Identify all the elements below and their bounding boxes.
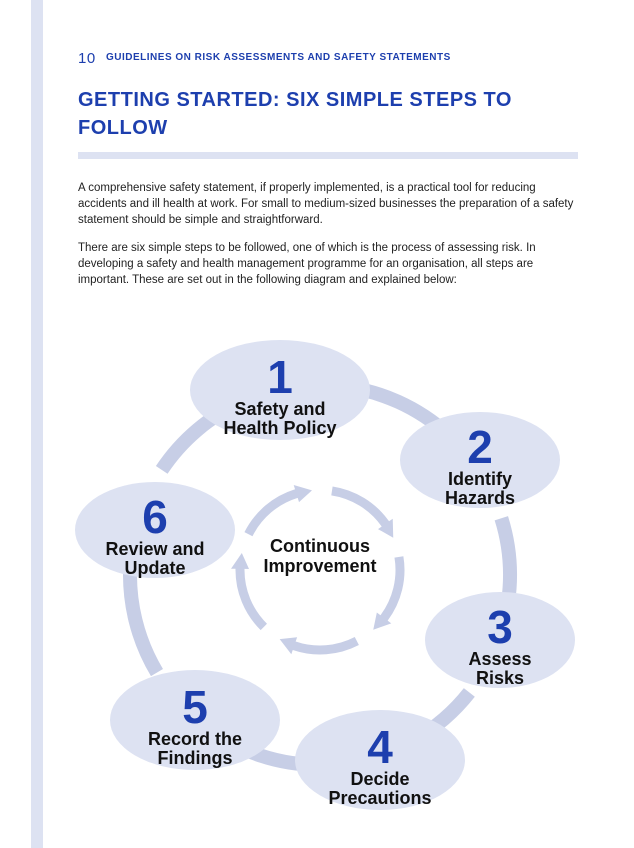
step-node-4: 4Decide Precautions <box>290 724 470 808</box>
cycle-arrow <box>244 485 312 536</box>
six-steps-cycle-diagram: 1Safety and Health Policy2Identify Hazar… <box>60 320 580 840</box>
page-title: GETTING STARTED: SIX SIMPLE STEPS TO FOL… <box>78 86 578 142</box>
center-label: Continuous Improvement <box>220 537 420 577</box>
step-ellipse-1 <box>190 340 370 440</box>
step-ellipse-6 <box>75 482 235 578</box>
step-number: 5 <box>105 684 285 730</box>
step-node-2: 2Identify Hazards <box>390 424 570 508</box>
cycle-arrow <box>373 556 404 630</box>
step-node-6: 6Review and Update <box>65 494 245 578</box>
step-ellipse-3 <box>425 592 575 688</box>
step-node-1: 1Safety and Health Policy <box>190 354 370 438</box>
intro-paragraph-1: A comprehensive safety statement, if pro… <box>78 180 578 228</box>
step-ellipse-4 <box>295 710 465 810</box>
step-number: 2 <box>390 424 570 470</box>
cycle-arrow <box>331 486 393 537</box>
header-running-title: GUIDELINES ON RISK ASSESSMENTS AND SAFET… <box>106 52 451 63</box>
cycle-arrow <box>231 553 267 630</box>
step-label: Decide Precautions <box>290 770 470 808</box>
step-label: Record the Findings <box>105 730 285 768</box>
page-number: 10 <box>78 50 96 67</box>
step-ellipse-2 <box>400 412 560 508</box>
cycle-arrow <box>340 379 468 455</box>
step-number: 6 <box>65 494 245 540</box>
step-number: 1 <box>190 354 370 400</box>
cycle-arrow <box>156 390 269 474</box>
title-underline <box>78 152 578 159</box>
step-number: 4 <box>290 724 470 770</box>
intro-paragraph-2: There are six simple steps to be followe… <box>78 240 578 288</box>
step-node-3: 3Assess Risks <box>410 604 590 688</box>
step-node-5: 5Record the Findings <box>105 684 285 768</box>
cycle-arrow <box>280 637 359 654</box>
step-label: Identify Hazards <box>390 470 570 508</box>
step-ellipse-5 <box>110 670 280 770</box>
cycle-arrow <box>389 688 474 752</box>
diagram-svg <box>60 320 580 840</box>
step-label: Review and Update <box>65 540 245 578</box>
left-margin-stripe <box>31 0 43 848</box>
step-number: 3 <box>410 604 590 650</box>
cycle-arrow <box>495 516 521 629</box>
step-label: Assess Risks <box>410 650 590 688</box>
cycle-arrow <box>205 726 319 772</box>
step-label: Safety and Health Policy <box>190 400 370 438</box>
cycle-arrow <box>117 536 163 676</box>
